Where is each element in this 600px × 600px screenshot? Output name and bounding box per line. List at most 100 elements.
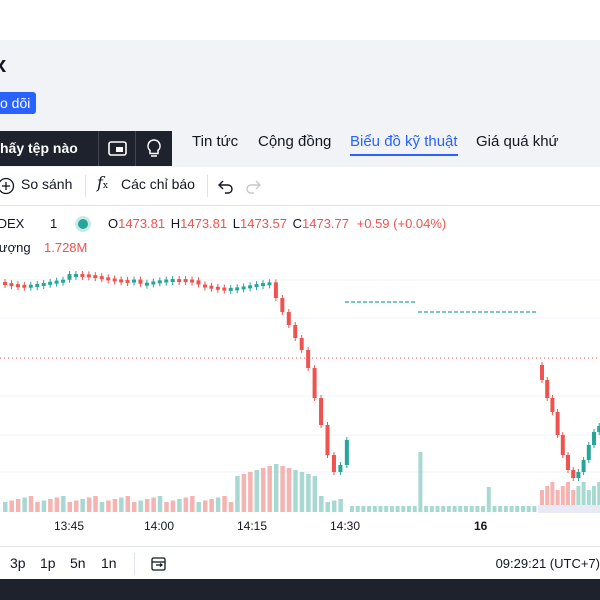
toolbar-divider: [85, 175, 86, 197]
volume-bar: [597, 482, 600, 512]
close-key: C: [292, 216, 303, 231]
footer-strip: [0, 579, 600, 600]
candle: [241, 286, 246, 290]
candle: [273, 282, 278, 298]
volume-bar: [361, 506, 366, 512]
volume-bar: [125, 496, 131, 512]
volume-bar: [273, 464, 279, 512]
volume-bar: [325, 502, 330, 512]
candle: [157, 280, 162, 284]
volume-bar: [138, 500, 143, 512]
tab-community[interactable]: Cộng đồng: [258, 133, 332, 150]
timezone-clock[interactable]: 09:29:21 (UTC+7): [495, 556, 600, 571]
volume-bar: [312, 476, 318, 512]
candle: [196, 280, 201, 285]
candle: [119, 279, 124, 283]
price-chart[interactable]: [0, 240, 600, 515]
top-band: [0, 0, 600, 40]
range-3p-button[interactable]: 3p: [10, 555, 26, 571]
volume-value: 1.728M: [44, 240, 88, 255]
volume-bar: [177, 499, 182, 512]
candle: [144, 282, 149, 286]
idea-button[interactable]: [135, 131, 172, 166]
candle: [48, 281, 53, 285]
layout-icon: [108, 141, 127, 156]
tab-technical-chart[interactable]: Biểu đồ kỹ thuật: [350, 132, 458, 156]
follow-button[interactable]: o dõi: [0, 92, 37, 114]
volume-bar: [576, 486, 581, 512]
candle: [331, 455, 336, 472]
volume-bar: [395, 506, 400, 512]
plus-circle-icon[interactable]: [0, 177, 15, 195]
legend-symbol: IDEX: [0, 216, 25, 231]
volume-bar: [144, 499, 150, 512]
volume-bar: [378, 506, 383, 512]
volume-bar: [106, 500, 111, 512]
volume-bar: [515, 506, 520, 512]
volume-bar: [293, 470, 298, 512]
volume-bar: [170, 500, 176, 512]
candle: [306, 350, 311, 368]
candle: [319, 398, 324, 425]
volume-bar: [492, 506, 497, 512]
volume-bar: [299, 472, 305, 512]
volume-bar: [331, 500, 337, 512]
volume-bar: [560, 486, 565, 512]
volume-bar: [435, 506, 440, 512]
legend-interval: 1: [50, 216, 58, 231]
volume-bar: [372, 506, 377, 512]
volume-bar: [350, 506, 354, 512]
candle: [209, 285, 214, 289]
volume-bar: [190, 496, 195, 512]
range-5n-button[interactable]: 5n: [70, 555, 86, 571]
window-layout-button[interactable]: [98, 131, 135, 166]
time-tick: 16: [474, 519, 488, 533]
candle: [215, 286, 220, 290]
volume-bar: [164, 502, 169, 512]
volume-bar: [540, 490, 544, 512]
volume-bar: [215, 497, 221, 512]
volume-bar: [532, 506, 537, 512]
open-value: 1473.81: [118, 216, 166, 231]
time-tick: 13:45: [54, 519, 85, 533]
candle: [67, 274, 72, 280]
file-bar-label: hấy tệp nào: [0, 140, 78, 156]
function-icon[interactable]: fx: [97, 173, 108, 192]
volume-bar: [112, 499, 118, 512]
redo-icon[interactable]: [245, 178, 263, 194]
volume-bar: [581, 482, 586, 512]
volume-bar: [384, 506, 389, 512]
volume-bar: [280, 466, 285, 512]
candle: [138, 279, 143, 284]
candle: [86, 274, 91, 278]
symbol-title: x: [0, 52, 7, 77]
volume-bar: [261, 468, 266, 512]
indicators-button[interactable]: Các chỉ báo: [121, 176, 195, 192]
volume-bar: [424, 506, 429, 512]
volume-bar: [248, 472, 253, 512]
candle: [202, 284, 207, 288]
volume-bar: [241, 474, 247, 512]
tab-historical-price[interactable]: Giá quá khứ: [476, 133, 559, 150]
calendar-range-icon[interactable]: [150, 555, 168, 573]
volume-bar: [235, 476, 240, 512]
volume-bar: [509, 506, 514, 512]
candle: [3, 282, 7, 285]
range-1n-button[interactable]: 1n: [101, 555, 117, 571]
compare-button[interactable]: So sánh: [21, 176, 73, 192]
volume-label: lượng: [0, 240, 31, 255]
candle: [299, 338, 304, 350]
volume-bar: [80, 499, 85, 512]
candle: [151, 281, 156, 285]
candle: [267, 282, 272, 286]
tab-news[interactable]: Tin tức: [192, 133, 239, 150]
volume-bar: [254, 470, 260, 512]
volume-band: [538, 505, 600, 513]
undo-icon[interactable]: [216, 178, 234, 194]
high-value: 1473.81: [180, 216, 228, 231]
candle: [555, 412, 560, 435]
range-1p-button[interactable]: 1p: [40, 555, 56, 571]
candle: [177, 279, 182, 283]
candle: [106, 277, 111, 281]
volume-bar: [418, 452, 423, 512]
